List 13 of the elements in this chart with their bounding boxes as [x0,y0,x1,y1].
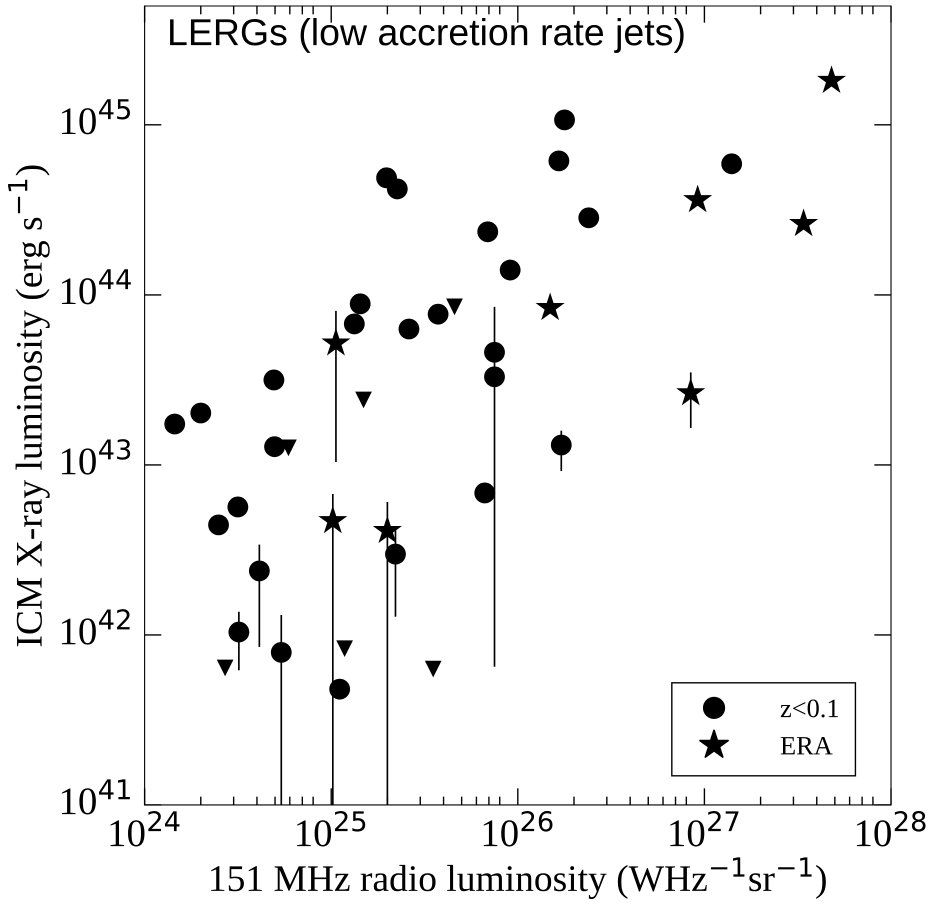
chart-title: LERGs (low accretion rate jets) [170,18,684,53]
y-tick-label: 10$^{42}$ [62,609,130,645]
x-tick-label: 10$^{25}$ [297,810,366,846]
x-tick-label: 10$^{27}$ [670,810,738,846]
y-tick-label: 10$^{45}$ [62,99,130,134]
x-tick-label: 10$^{26}$ [484,810,552,846]
x-tick-label: 10$^{28}$ [856,810,926,846]
legend-label: z<0.1 [780,700,838,718]
y-axis-title: ICM X-ray luminosity (erg s$^{−1}$) [8,165,50,646]
y-tick-label: 10$^{44}$ [62,269,131,304]
y-tick-label: 10$^{43}$ [62,439,130,475]
x-axis-title: 151 MHz radio luminosity (WHz$^{−1}$sr$^{−1}$) [211,857,826,900]
legend-label: ERA [780,736,833,754]
